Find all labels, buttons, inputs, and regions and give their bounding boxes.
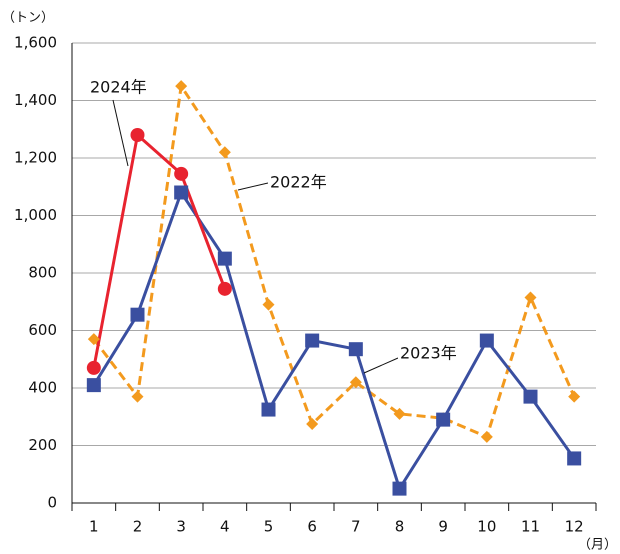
point bbox=[349, 376, 362, 389]
point bbox=[87, 333, 100, 346]
point bbox=[86, 360, 101, 375]
y-tick-label: 1,600 bbox=[14, 34, 57, 52]
x-tick-label: 12 bbox=[565, 518, 584, 536]
label-bg bbox=[398, 343, 462, 365]
point bbox=[568, 390, 581, 403]
series-line bbox=[92, 132, 227, 369]
point bbox=[130, 128, 145, 142]
point bbox=[523, 389, 538, 404]
label-bg bbox=[88, 77, 152, 99]
point bbox=[86, 378, 101, 393]
point bbox=[175, 80, 188, 93]
y-tick-label: 1,400 bbox=[14, 91, 57, 109]
x-tick-label: 4 bbox=[220, 518, 230, 536]
point bbox=[261, 402, 276, 417]
x-tick-label: 8 bbox=[395, 518, 405, 536]
leader-line bbox=[112, 99, 129, 167]
leader-line bbox=[237, 182, 269, 191]
point bbox=[174, 185, 189, 200]
point bbox=[348, 342, 363, 357]
series-line bbox=[92, 81, 576, 439]
x-tick-label: 11 bbox=[521, 518, 540, 536]
y-tick-label: 1,000 bbox=[14, 206, 57, 224]
x-tick-label: 3 bbox=[176, 518, 186, 536]
x-tick-label: 9 bbox=[438, 518, 448, 536]
x-tick-label: 6 bbox=[307, 518, 317, 536]
y-tick-label: 0 bbox=[47, 494, 57, 512]
point bbox=[262, 298, 275, 311]
x-axis-unit: （月） bbox=[578, 538, 617, 553]
point bbox=[393, 407, 406, 420]
series-label: 2024年 bbox=[90, 78, 147, 97]
point bbox=[217, 251, 232, 266]
point bbox=[217, 281, 232, 296]
point bbox=[131, 390, 144, 403]
point bbox=[524, 291, 537, 304]
point bbox=[305, 333, 320, 348]
leader-line bbox=[363, 357, 399, 374]
x-tick-label: 1 bbox=[89, 518, 99, 536]
point bbox=[218, 146, 231, 159]
x-tick-label: 10 bbox=[477, 518, 496, 536]
point bbox=[479, 333, 494, 348]
x-tick-label: 2 bbox=[133, 518, 143, 536]
point bbox=[480, 430, 493, 443]
y-tick-label: 1,200 bbox=[14, 149, 57, 167]
point bbox=[130, 307, 145, 322]
series-label: 2023年 bbox=[400, 344, 457, 363]
point bbox=[174, 166, 189, 181]
x-tick-label: 7 bbox=[351, 518, 361, 536]
point bbox=[567, 451, 582, 466]
series-line bbox=[92, 189, 576, 493]
y-axis-unit: （トン） bbox=[2, 11, 54, 26]
series-label: 2022年 bbox=[270, 173, 327, 192]
y-tick-label: 200 bbox=[28, 436, 57, 454]
point bbox=[306, 417, 319, 430]
y-tick-label: 600 bbox=[28, 321, 57, 339]
y-tick-label: 800 bbox=[28, 264, 57, 282]
point bbox=[392, 481, 407, 496]
label-bg bbox=[268, 172, 332, 194]
y-tick-label: 400 bbox=[28, 379, 57, 397]
x-tick-label: 5 bbox=[264, 518, 274, 536]
point bbox=[436, 412, 451, 427]
